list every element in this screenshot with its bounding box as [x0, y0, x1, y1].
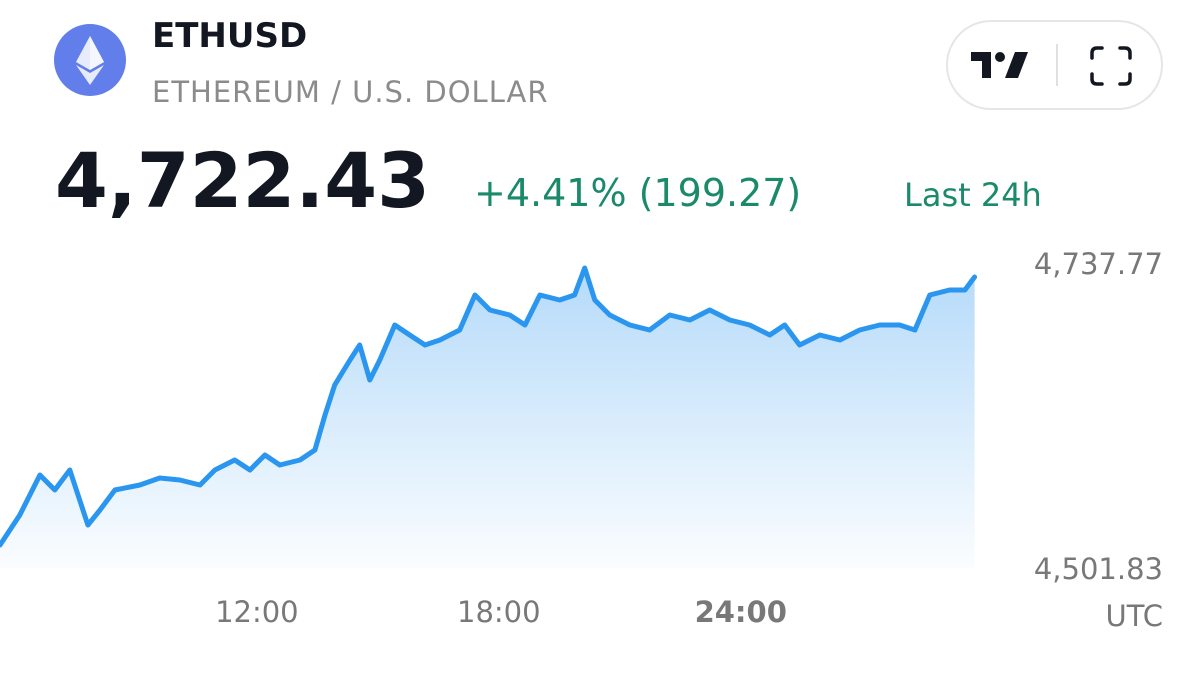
description: ETHEREUM / U.S. DOLLAR	[152, 75, 549, 109]
x-tick-label: 24:00	[695, 595, 787, 629]
period: Last 24h	[904, 176, 1042, 214]
area-fill	[0, 268, 975, 568]
y-tick-label: 4,501.83	[1034, 552, 1163, 586]
eth-icon	[54, 24, 126, 96]
change: +4.41% (199.27)	[474, 171, 801, 215]
x-tick-label: 12:00	[215, 595, 299, 629]
y-tick-label: 4,737.77	[1034, 247, 1163, 281]
tradingview-button[interactable]	[968, 46, 1030, 84]
plot: 4,737.77 4,501.83 12:00 18:00 24:00 UTC	[0, 247, 1163, 633]
x-axis-label: UTC	[1106, 599, 1164, 633]
fullscreen-button[interactable]	[1090, 46, 1132, 86]
symbol: ETHUSD	[152, 16, 307, 56]
x-tick-label: 18:00	[457, 595, 541, 629]
price: 4,722.43	[55, 136, 430, 225]
price-line	[0, 265, 978, 548]
toolbar	[946, 20, 1163, 110]
